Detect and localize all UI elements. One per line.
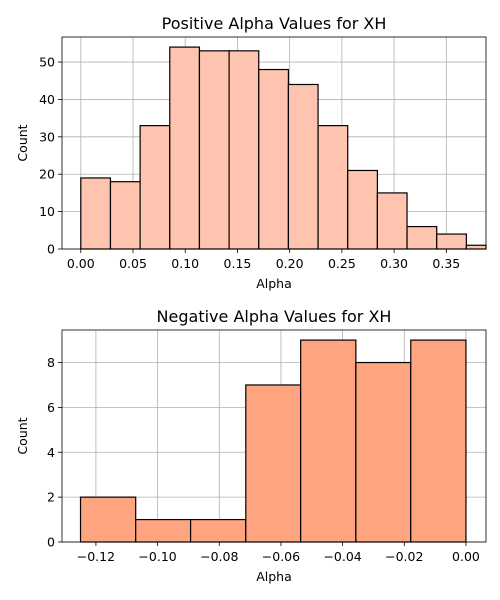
histogram-bar xyxy=(406,225,438,250)
y-axis-label: Count xyxy=(15,124,30,161)
histogram-bar xyxy=(80,177,112,250)
y-axis-label: Count xyxy=(15,417,30,454)
histogram-bar xyxy=(436,233,467,250)
y-tick-label: 10 xyxy=(39,204,55,219)
histogram-bar xyxy=(287,83,319,250)
y-tick-label: 30 xyxy=(39,129,55,144)
x-axis-label: Alpha xyxy=(256,569,292,584)
histogram-bar xyxy=(465,244,487,250)
histogram-bar xyxy=(139,125,171,250)
x-tick-label: −0.02 xyxy=(385,549,423,564)
negative-alpha-histogram: −0.12 −0.10 −0.08 −0.06 −0.04 −0.02 0.00 0 2 4 6 8 N… xyxy=(15,307,487,584)
x-tick-label: −0.08 xyxy=(200,549,238,564)
chart-title: Negative Alpha Values for XH xyxy=(157,307,392,326)
histogram-bar xyxy=(355,361,412,543)
x-tick-label: 0.05 xyxy=(119,256,147,271)
y-tick-label: 50 xyxy=(39,55,55,70)
histogram-bar xyxy=(109,181,141,250)
positive-alpha-histogram: 0.00 0.05 0.10 0.15 0.20 0.25 0.30 0.35 0 10 20 30 4… xyxy=(15,14,487,291)
y-tick-label: 0 xyxy=(47,535,55,550)
x-tick-label: −0.06 xyxy=(262,549,300,564)
x-axis-label: Alpha xyxy=(256,276,292,291)
histogram-bar xyxy=(79,496,137,543)
chart-title: Positive Alpha Values for XH xyxy=(162,14,387,33)
axes-frame xyxy=(61,36,487,250)
y-tick-label: 40 xyxy=(39,92,55,107)
x-tick-label: 0.10 xyxy=(171,256,199,271)
histogram-bar xyxy=(317,125,349,250)
y-tick-label: 2 xyxy=(47,490,55,505)
x-tick-label: 0.25 xyxy=(328,256,356,271)
histogram-bar xyxy=(228,50,260,250)
histogram-bar xyxy=(169,46,201,250)
histogram-bar xyxy=(300,339,357,543)
histogram-bar xyxy=(135,518,192,543)
x-tick-label: 0.15 xyxy=(224,256,252,271)
x-tick-label: −0.12 xyxy=(77,549,115,564)
x-tick-label: 0.20 xyxy=(276,256,304,271)
axes-frame xyxy=(61,329,487,543)
histogram-bar xyxy=(189,518,247,543)
y-tick-label: 20 xyxy=(39,167,55,182)
histogram-bar xyxy=(410,339,467,543)
x-tick-label: 0.35 xyxy=(432,256,460,271)
histogram-bar xyxy=(198,50,230,250)
histogram-bar xyxy=(258,68,290,250)
y-tick-label: 4 xyxy=(47,445,55,460)
x-tick-label: 0.30 xyxy=(380,256,408,271)
x-tick-label: 0.00 xyxy=(452,549,480,564)
x-tick-label: −0.04 xyxy=(323,549,361,564)
histogram-bar xyxy=(347,169,378,250)
x-tick-label: −0.10 xyxy=(138,549,176,564)
y-tick-label: 6 xyxy=(47,400,55,415)
y-tick-label: 8 xyxy=(47,355,55,370)
histogram-bar xyxy=(376,192,408,250)
x-tick-label: 0.00 xyxy=(67,256,95,271)
y-tick-label: 0 xyxy=(47,242,55,257)
histogram-bar xyxy=(245,384,302,543)
